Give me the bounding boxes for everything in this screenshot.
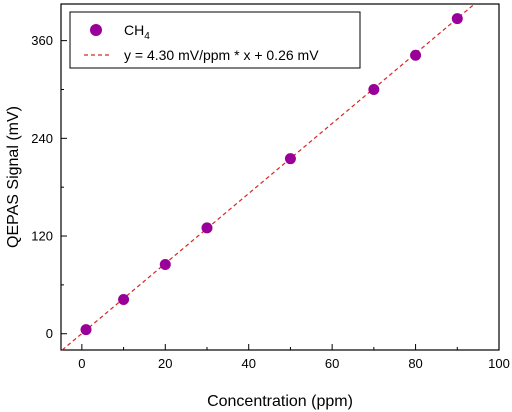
x-tick-label: 100	[488, 356, 510, 371]
y-axis-title: QEPAS Signal (mV)	[5, 106, 22, 248]
x-tick-label: 60	[325, 356, 339, 371]
y-tick-label: 240	[31, 131, 53, 146]
axis-ticks: 0 20 40 60 80 100 0 120 240 360	[31, 33, 510, 371]
legend-label-fit: y = 4.30 mV/ppm * x + 0.26 mV	[124, 47, 319, 63]
data-point	[201, 222, 213, 234]
plot-frame	[60, 3, 500, 351]
fit-line	[61, 3, 475, 351]
data-point	[368, 83, 380, 95]
data-point	[80, 324, 92, 336]
x-axis-title: Concentration (ppm)	[207, 393, 353, 410]
fit-line-layer	[61, 3, 475, 351]
y-tick-label: 360	[31, 33, 53, 48]
legend: CH4 y = 4.30 mV/ppm * x + 0.26 mV	[69, 11, 361, 69]
legend-marker-ch4	[90, 24, 102, 36]
legend-label-ch4: CH4	[124, 22, 150, 42]
data-point	[159, 259, 171, 271]
data-point	[118, 294, 130, 306]
data-point	[410, 49, 422, 61]
x-tick-label: 40	[241, 356, 255, 371]
data-point	[284, 153, 296, 165]
x-tick-label: 20	[158, 356, 172, 371]
legend-box	[69, 11, 361, 69]
x-tick-label: 80	[408, 356, 422, 371]
data-point	[451, 13, 463, 25]
y-tick-label: 120	[31, 229, 53, 244]
y-tick-label: 0	[46, 326, 53, 341]
x-tick-label: 0	[78, 356, 85, 371]
data-points	[80, 13, 463, 336]
